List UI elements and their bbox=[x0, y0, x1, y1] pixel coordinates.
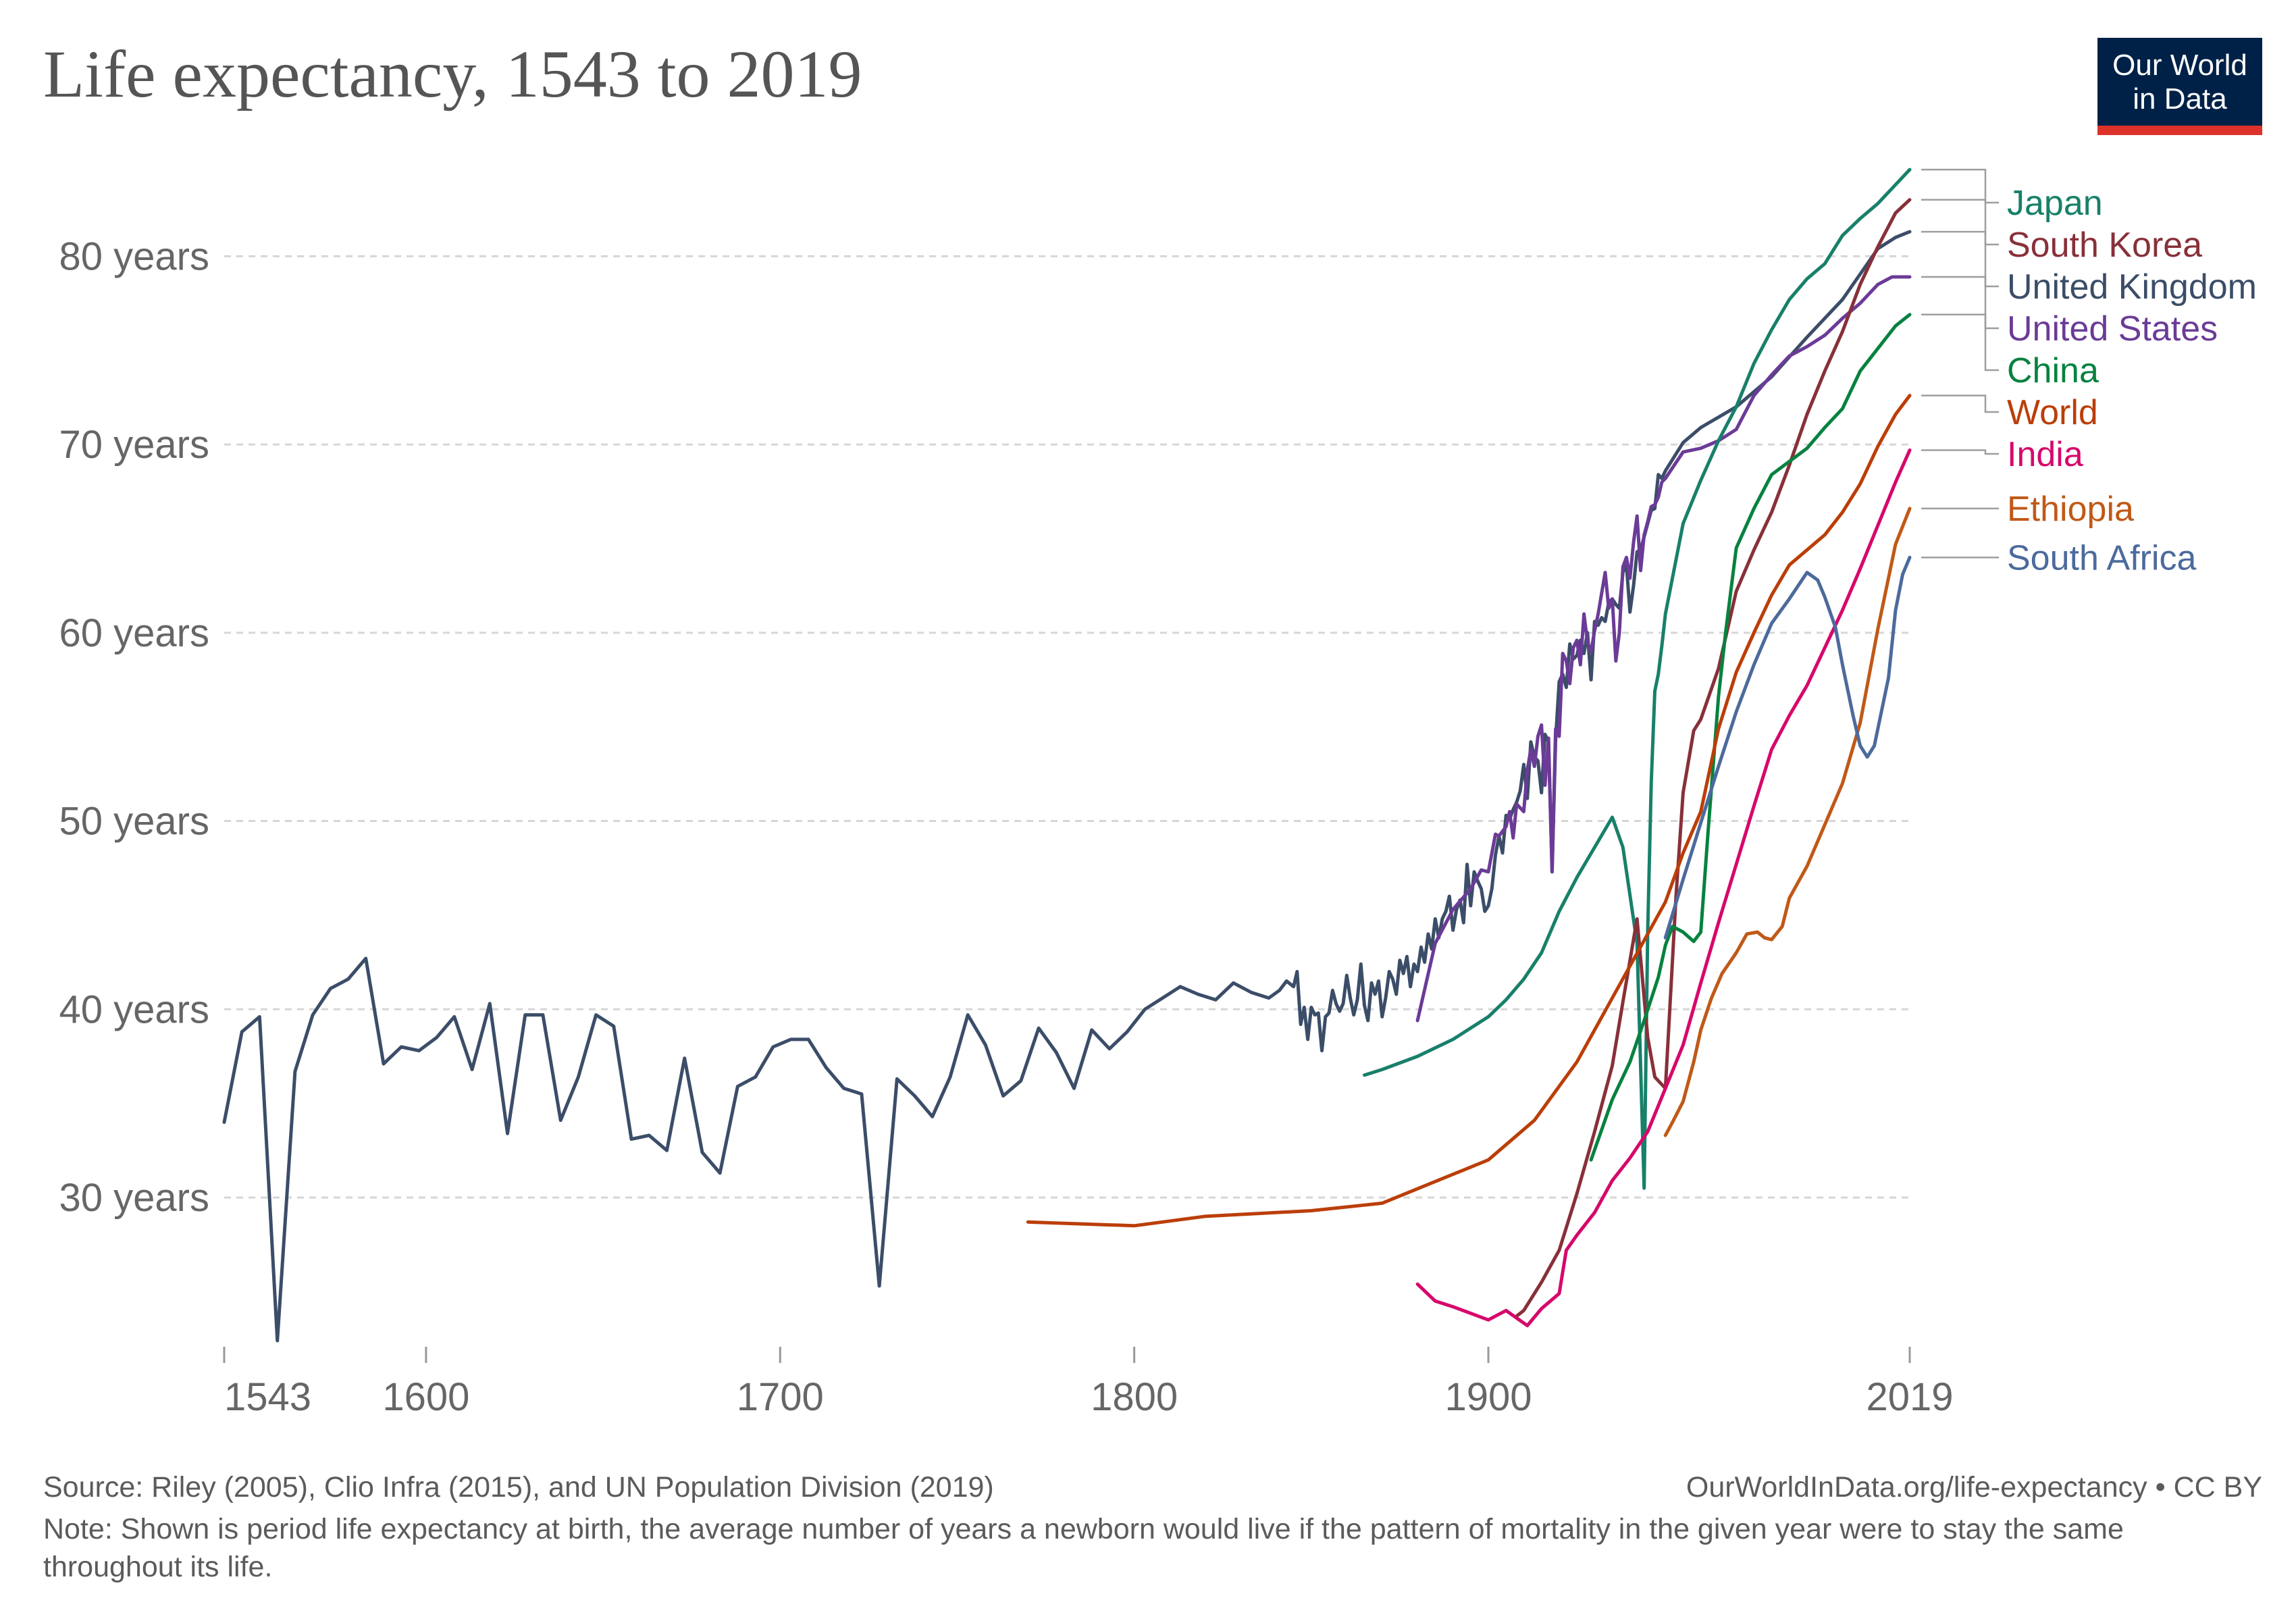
y-tick-label-30: 30 years bbox=[59, 1176, 209, 1220]
series-line-china bbox=[1589, 313, 1912, 1162]
series-line-south-africa bbox=[1663, 555, 1912, 940]
legend-label-ethiopia: Ethiopia bbox=[2007, 490, 2134, 529]
series-line-india bbox=[1415, 448, 1912, 1328]
legend-connector-united-states bbox=[1921, 276, 1999, 330]
series-line-united-kingdom bbox=[222, 230, 1912, 1343]
x-tick-label-1700: 1700 bbox=[737, 1375, 824, 1418]
legend-label-japan: Japan bbox=[2007, 184, 2103, 223]
y-tick-label-50: 50 years bbox=[59, 800, 209, 844]
x-tick-label-2019: 2019 bbox=[1866, 1375, 1953, 1418]
legend-connector-world bbox=[1921, 394, 1999, 413]
source-text: Source: Riley (2005), Clio Infra (2015),… bbox=[43, 1471, 994, 1503]
x-tick-label-1543: 1543 bbox=[224, 1375, 311, 1418]
x-tick-label-1600: 1600 bbox=[382, 1375, 469, 1418]
logo-accent-bar bbox=[2097, 126, 2262, 135]
grid-lines bbox=[224, 255, 1910, 1199]
series-line-south-korea bbox=[1515, 198, 1912, 1318]
y-axis-labels: 30 years 40 years 50 years 60 years 70 years… bbox=[59, 234, 209, 1220]
legend-connector-japan bbox=[1921, 168, 1999, 204]
x-tick-label-1900: 1900 bbox=[1444, 1375, 1532, 1418]
legend-connector-united-kingdom bbox=[1921, 230, 1999, 288]
legend-label-south-korea: South Korea bbox=[2007, 226, 2202, 265]
y-tick-label-60: 60 years bbox=[59, 611, 209, 655]
y-tick-label-70: 70 years bbox=[59, 423, 209, 467]
logo-line-2: in Data bbox=[2133, 82, 2227, 115]
legend-label-united-states: United States bbox=[2007, 309, 2218, 349]
line-chart: 30 years 40 years 50 years 60 years 70 years… bbox=[59, 168, 2257, 1418]
x-tick-label-1800: 1800 bbox=[1091, 1375, 1178, 1418]
x-axis: 1543 1600 1700 1800 1900 2019 bbox=[223, 1347, 1954, 1418]
logo-line-1: Our World bbox=[2112, 49, 2247, 82]
legend-connector-india bbox=[1921, 449, 1999, 455]
series-line-japan bbox=[1363, 168, 1912, 1190]
source-link[interactable]: OurWorldInData.org/life-expectancy • CC … bbox=[1686, 1471, 2262, 1503]
owid-logo[interactable]: Our World in Data bbox=[2097, 38, 2262, 135]
series-line-ethiopia bbox=[1663, 507, 1912, 1137]
series-lines bbox=[222, 168, 1912, 1343]
legend-connector-china bbox=[1921, 313, 1999, 371]
legend-connector-south-korea bbox=[1921, 199, 1999, 246]
legend-label-india: India bbox=[2007, 435, 2083, 474]
note-text: Note: Shown is period life expectancy at… bbox=[43, 1513, 2124, 1583]
legend-label-china: China bbox=[2007, 351, 2099, 390]
y-tick-label-40: 40 years bbox=[59, 987, 209, 1031]
legend-label-south-africa: South Africa bbox=[2007, 538, 2196, 577]
chart-title: Life expectancy, 1543 to 2019 bbox=[43, 36, 862, 111]
series-line-united-states bbox=[1415, 275, 1912, 1023]
y-tick-label-80: 80 years bbox=[59, 234, 209, 278]
series-line-world bbox=[1026, 394, 1912, 1228]
legend-label-united-kingdom: United Kingdom bbox=[2007, 267, 2257, 307]
legend-label-world: World bbox=[2007, 393, 2098, 432]
